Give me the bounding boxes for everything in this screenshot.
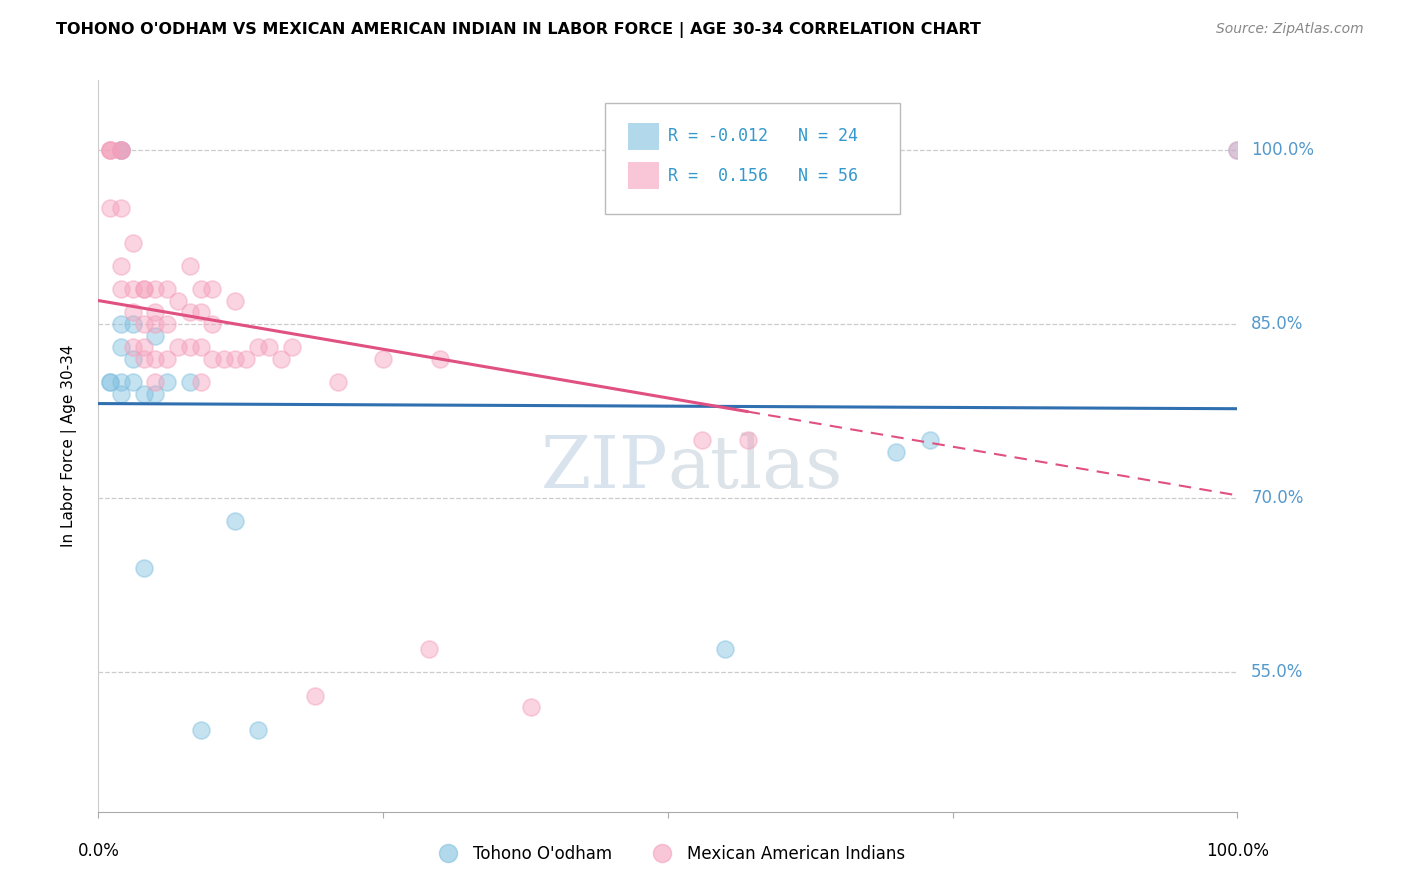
Point: [156, 375, 179, 389]
Text: Source: ZipAtlas.com: Source: ZipAtlas.com: [1216, 22, 1364, 37]
Point: [132, 317, 155, 331]
Point: [224, 515, 246, 529]
Point: [167, 293, 190, 308]
Point: [121, 305, 143, 319]
Text: R = -0.012   N = 24: R = -0.012 N = 24: [668, 128, 858, 145]
Point: [201, 282, 224, 296]
Point: [121, 235, 143, 250]
Legend: Tohono O'odham, Mexican American Indians: Tohono O'odham, Mexican American Indians: [425, 838, 911, 869]
Point: [190, 375, 212, 389]
Point: [429, 351, 451, 366]
Point: [132, 282, 155, 296]
Text: TOHONO O'ODHAM VS MEXICAN AMERICAN INDIAN IN LABOR FORCE | AGE 30-34 CORRELATION: TOHONO O'ODHAM VS MEXICAN AMERICAN INDIA…: [56, 22, 981, 38]
Point: [98, 375, 121, 389]
Point: [281, 340, 304, 354]
Point: [98, 143, 121, 157]
Point: [156, 351, 179, 366]
Point: [179, 375, 201, 389]
Point: [98, 201, 121, 215]
Point: [145, 386, 167, 401]
Text: 0.0%: 0.0%: [77, 842, 120, 860]
Point: [224, 293, 246, 308]
Text: 85.0%: 85.0%: [1251, 315, 1303, 333]
Point: [737, 433, 759, 447]
Point: [520, 700, 543, 714]
Y-axis label: In Labor Force | Age 30-34: In Labor Force | Age 30-34: [60, 344, 77, 548]
Point: [145, 375, 167, 389]
Point: [190, 305, 212, 319]
Point: [110, 375, 132, 389]
Text: 55.0%: 55.0%: [1251, 664, 1303, 681]
Point: [156, 317, 179, 331]
Point: [190, 282, 212, 296]
Point: [98, 143, 121, 157]
Point: [145, 305, 167, 319]
Point: [179, 340, 201, 354]
Text: atlas: atlas: [668, 433, 844, 503]
Text: 100.0%: 100.0%: [1206, 842, 1268, 860]
Point: [132, 561, 155, 575]
Point: [121, 317, 143, 331]
Point: [145, 351, 167, 366]
Text: R =  0.156   N = 56: R = 0.156 N = 56: [668, 167, 858, 185]
Point: [145, 328, 167, 343]
Point: [110, 143, 132, 157]
Point: [110, 143, 132, 157]
Point: [224, 351, 246, 366]
Point: [121, 351, 143, 366]
Point: [132, 340, 155, 354]
Point: [418, 642, 440, 657]
Point: [167, 340, 190, 354]
Text: ZIP: ZIP: [540, 433, 668, 503]
Point: [201, 351, 224, 366]
Text: 100.0%: 100.0%: [1251, 141, 1315, 159]
Point: [304, 689, 326, 703]
Point: [98, 375, 121, 389]
Point: [246, 340, 269, 354]
Point: [212, 351, 235, 366]
Point: [121, 340, 143, 354]
Point: [690, 433, 713, 447]
Point: [110, 143, 132, 157]
Point: [132, 386, 155, 401]
Point: [259, 340, 281, 354]
Point: [110, 282, 132, 296]
Point: [110, 201, 132, 215]
Point: [190, 723, 212, 738]
Point: [714, 642, 737, 657]
Point: [179, 259, 201, 273]
Text: 70.0%: 70.0%: [1251, 489, 1303, 508]
Point: [132, 282, 155, 296]
Point: [270, 351, 292, 366]
Point: [121, 375, 143, 389]
Point: [110, 259, 132, 273]
Point: [156, 282, 179, 296]
Point: [98, 143, 121, 157]
Point: [326, 375, 349, 389]
Point: [145, 317, 167, 331]
Point: [110, 386, 132, 401]
Point: [110, 143, 132, 157]
Point: [918, 433, 941, 447]
Point: [110, 143, 132, 157]
Point: [121, 282, 143, 296]
Point: [110, 317, 132, 331]
Point: [1226, 143, 1249, 157]
Point: [201, 317, 224, 331]
Point: [1226, 143, 1249, 157]
Point: [145, 282, 167, 296]
Point: [235, 351, 257, 366]
Point: [884, 445, 907, 459]
Point: [110, 340, 132, 354]
Point: [371, 351, 394, 366]
Point: [190, 340, 212, 354]
Point: [132, 351, 155, 366]
Point: [179, 305, 201, 319]
Point: [246, 723, 269, 738]
